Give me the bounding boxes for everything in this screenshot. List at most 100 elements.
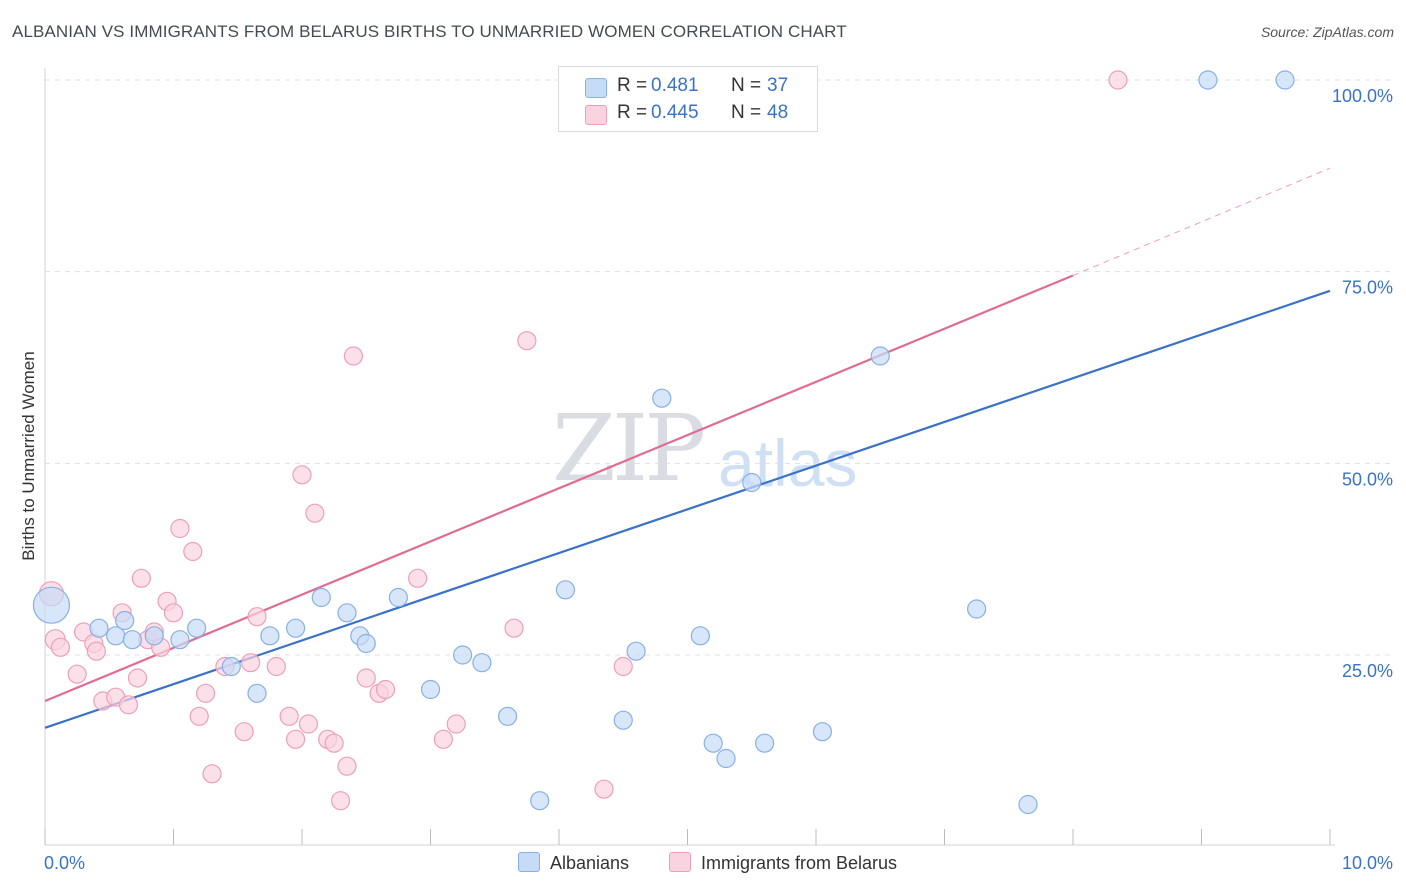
data-point-albanians (870, 346, 890, 366)
data-point-albanians (613, 710, 633, 730)
data-point-albanians (812, 722, 833, 742)
legend-swatch-blue (585, 78, 607, 98)
data-point-belarus (343, 346, 363, 366)
y-axis-label: Births to Unmarried Women (19, 351, 38, 560)
chart-title: ALBANIAN VS IMMIGRANTS FROM BELARUS BIRT… (12, 22, 847, 41)
data-point-belarus (50, 637, 71, 657)
data-point-belarus (292, 465, 312, 485)
data-point-albanians (187, 618, 207, 638)
legend-label-albanians: Albanians (550, 853, 630, 873)
data-point-albanians (472, 653, 492, 673)
data-point-albanians (311, 587, 331, 608)
data-point-belarus (356, 668, 376, 688)
data-point-belarus (170, 518, 190, 539)
n-label: N = (731, 102, 762, 123)
data-point-albanians (742, 472, 762, 493)
data-point-belarus (1108, 70, 1128, 90)
r-value: 0.445 (651, 102, 699, 123)
data-point-albanians (115, 610, 135, 631)
data-point-belarus (330, 791, 351, 811)
y-tick-label: 75.0% (1342, 278, 1393, 298)
data-point-albanians (285, 618, 306, 638)
data-point-belarus (131, 568, 151, 588)
data-point-belarus (86, 641, 107, 661)
data-point-belarus (504, 618, 524, 638)
data-point-belarus (517, 331, 537, 351)
data-point-albanians (498, 706, 518, 726)
legend-swatch-blue (518, 852, 540, 872)
data-point-albanians (1275, 70, 1295, 90)
r-value: 0.481 (651, 75, 699, 96)
r-label: R = (617, 102, 648, 123)
watermark-zip: ZIP (552, 395, 706, 502)
n-value: 48 (767, 102, 789, 123)
data-point-belarus (285, 729, 306, 749)
data-point-belarus (202, 764, 222, 784)
y-tick-label: 25.0% (1342, 661, 1393, 681)
data-point-albanians (221, 656, 241, 677)
legend-swatch-pink (585, 105, 607, 125)
data-point-albanians (170, 630, 190, 650)
data-point-belarus (594, 779, 614, 799)
n-label: N = (731, 75, 762, 96)
data-point-albanians (144, 626, 164, 646)
data-point-belarus (183, 541, 203, 562)
trendline-albanians (44, 289, 1331, 729)
data-point-belarus (446, 714, 466, 734)
data-point-belarus (241, 653, 261, 673)
data-point-albanians (703, 733, 723, 753)
data-point-belarus (408, 568, 428, 588)
data-point-albanians (247, 683, 267, 703)
data-point-belarus (196, 683, 216, 703)
data-point-belarus (118, 695, 139, 715)
data-point-albanians (530, 791, 550, 811)
data-point-belarus (67, 664, 87, 684)
data-point-albanians (106, 626, 126, 646)
axes (44, 68, 1335, 846)
data-point-albanians (1018, 794, 1038, 815)
data-point-belarus (189, 706, 209, 726)
x-tick-label: 10.0% (1342, 853, 1393, 873)
legend-label-belarus: Immigrants from Belarus (701, 853, 898, 873)
data-point-albanians (337, 603, 357, 623)
data-point-albanians (420, 679, 441, 700)
n-value: 37 (767, 75, 789, 96)
data-point-belarus (247, 607, 267, 627)
stats-legend: R = 0.481 N = 37 R = 0.445 N = 48 (558, 66, 818, 132)
data-point-albanians (555, 580, 576, 600)
data-point-albanians (32, 586, 71, 624)
trend-lines (44, 167, 1331, 729)
data-point-albanians (122, 630, 142, 650)
trendline-belarus-extension (1072, 167, 1331, 276)
trendline-belarus (44, 274, 1074, 703)
data-point-belarus (163, 603, 184, 623)
legend-swatch-pink (669, 852, 691, 872)
tick-labels: 25.0% 50.0% 75.0% 100.0% 0.0% 10.0% (44, 86, 1393, 873)
data-point-albanians (690, 626, 710, 646)
data-point-belarus (127, 668, 148, 688)
data-point-belarus (279, 706, 299, 726)
data-point-belarus (234, 722, 254, 742)
data-point-belarus (298, 714, 319, 734)
data-point-albanians (626, 641, 646, 661)
data-point-albanians (716, 748, 736, 769)
data-point-belarus (375, 679, 396, 700)
x-tick-label: 0.0% (44, 853, 85, 873)
data-point-albanians (453, 645, 473, 665)
source-label: Source: ZipAtlas.com (1260, 24, 1394, 40)
data-point-albanians (652, 388, 672, 408)
grid-lines (45, 79, 1395, 656)
r-label: R = (617, 75, 648, 96)
y-tick-label: 50.0% (1342, 469, 1393, 489)
y-tick-label: 100.0% (1332, 86, 1393, 106)
legend-item-albanians: Albanians (518, 852, 629, 874)
legend-item-belarus: Immigrants from Belarus (669, 852, 897, 874)
data-point-belarus (337, 756, 357, 776)
data-point-albanians (1198, 70, 1218, 90)
data-point-albanians (388, 587, 408, 608)
data-points (32, 70, 1295, 815)
data-point-belarus (324, 733, 344, 753)
data-point-belarus (433, 729, 453, 749)
data-point-albanians (260, 626, 280, 646)
